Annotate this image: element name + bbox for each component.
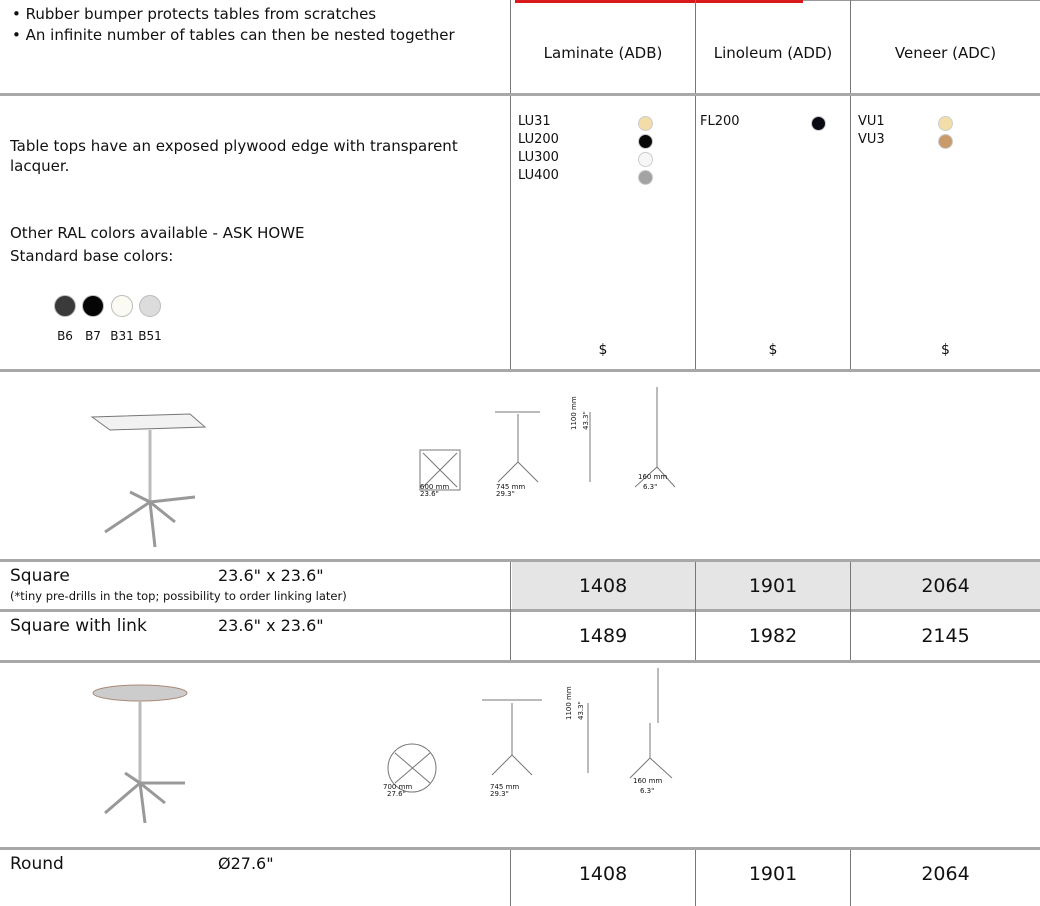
dimension: 600 mm	[420, 483, 450, 491]
rule	[803, 0, 1040, 1]
column-rule	[850, 96, 851, 369]
dimension: 43.3"	[577, 701, 585, 720]
dimension: 700 mm	[383, 783, 413, 791]
dimension: 6.3"	[643, 483, 658, 491]
base-code: B51	[138, 329, 162, 343]
price-mark: $	[768, 342, 778, 358]
base-swatch	[111, 295, 133, 317]
price: 2064	[921, 575, 970, 597]
price: 1408	[578, 575, 628, 597]
dimension: 27.6"	[387, 790, 406, 798]
highlight	[512, 562, 1040, 610]
finish-swatch	[638, 152, 653, 167]
finish-swatch	[811, 116, 826, 131]
base-code: B31	[110, 329, 134, 343]
finish-code: VU1	[858, 114, 885, 129]
dimension: 29.3"	[496, 490, 515, 498]
price-mark: $	[941, 342, 950, 358]
finish-swatch	[638, 170, 653, 185]
dimension: 6.3"	[640, 787, 655, 795]
price: 1982	[748, 625, 798, 647]
dimension: 745 mm	[496, 483, 526, 491]
column-rule	[695, 0, 696, 93]
separator	[0, 609, 1040, 612]
finish-code: LU300	[518, 150, 559, 165]
column-header: Veneer (ADC)	[894, 44, 997, 62]
price: 1408	[578, 863, 628, 885]
column-rule	[850, 0, 851, 93]
dimension: 160 mm	[638, 473, 668, 481]
finish-swatch	[938, 116, 953, 131]
column-rule	[510, 850, 511, 906]
column-rule	[850, 850, 851, 906]
product-name: Square with link	[10, 616, 147, 636]
column-rule	[510, 562, 511, 660]
separator	[0, 660, 1040, 663]
column-header: Laminate (ADB)	[543, 44, 663, 62]
finish-swatch	[638, 134, 653, 149]
dimension: 745 mm	[490, 783, 520, 791]
square-drawing	[90, 387, 676, 548]
base-swatch	[139, 295, 161, 317]
description: Table tops have an exposed plywood edge …	[10, 137, 458, 175]
separator	[0, 847, 1040, 850]
finish-swatch	[638, 116, 653, 131]
column-rule	[850, 562, 851, 660]
product-size: 23.6" x 23.6"	[218, 616, 324, 635]
finish-code: FL200	[700, 114, 740, 129]
price-mark: $	[598, 342, 608, 358]
product-size: 23.6" x 23.6"	[218, 566, 324, 585]
finish-code: VU3	[858, 132, 885, 147]
dimension: 23.6"	[420, 490, 439, 498]
base-label: Standard base colors:	[10, 247, 174, 265]
column-header: Linoleum (ADD)	[713, 44, 833, 62]
dimension: 1100 mm	[570, 396, 578, 430]
feature-text: An infinite number of tables can then be…	[25, 26, 455, 44]
base-code: B6	[57, 329, 73, 343]
product-name: Round	[10, 854, 64, 874]
dimension: 1100 mm	[565, 686, 573, 720]
product-note: (*tiny pre-drills in the top; possibilit…	[10, 589, 347, 603]
dimension: 29.3"	[490, 790, 509, 798]
column-rule	[695, 850, 696, 906]
price: 2145	[921, 625, 970, 647]
finish-code: LU200	[518, 132, 559, 147]
feature: • An infinite number of tables can then …	[12, 26, 455, 44]
round-drawing	[92, 668, 673, 824]
price: 1901	[748, 863, 798, 885]
finish-code: LU31	[518, 114, 551, 129]
feature-text: Rubber bumper protects tables from scrat…	[25, 5, 377, 23]
separator	[0, 369, 1040, 372]
product-name: Square	[10, 566, 70, 586]
dimension: 160 mm	[633, 777, 663, 785]
base-swatch	[82, 295, 104, 317]
price: 1901	[748, 575, 798, 597]
base-code: B7	[85, 329, 101, 343]
dimension: 43.3"	[582, 411, 590, 430]
price: 2064	[921, 863, 970, 885]
finish-code: LU400	[518, 168, 559, 183]
column-rule	[510, 96, 511, 369]
separator	[0, 93, 1040, 96]
product-size: Ø27.6"	[218, 854, 274, 873]
feature-list: • Rubber bumper protects tables from scr…	[8, 4, 478, 46]
column-rule	[510, 0, 511, 93]
base-swatch	[54, 295, 76, 317]
column-rule	[695, 96, 696, 369]
feature: • Rubber bumper protects tables from scr…	[12, 5, 377, 23]
ral-note: Other RAL colors available - ASK HOWE	[10, 224, 305, 242]
separator	[0, 559, 1040, 562]
column-rule	[695, 562, 696, 660]
finish-swatch	[938, 134, 953, 149]
price: 1489	[578, 625, 628, 647]
red-rule	[515, 0, 803, 3]
